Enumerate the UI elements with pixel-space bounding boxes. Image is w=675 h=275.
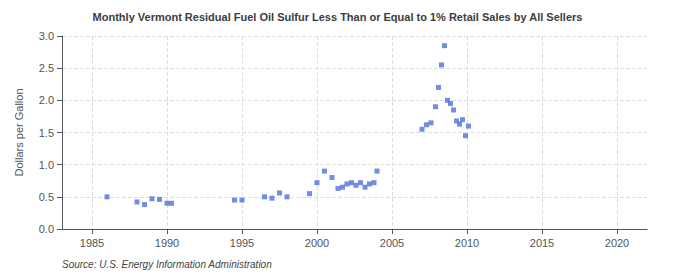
svg-text:3.0: 3.0 [39, 30, 54, 42]
svg-text:2000: 2000 [305, 237, 329, 249]
svg-text:2020: 2020 [605, 237, 629, 249]
svg-text:2010: 2010 [455, 237, 479, 249]
svg-text:Monthly Vermont Residual Fuel: Monthly Vermont Residual Fuel Oil Sulfur… [93, 11, 583, 23]
svg-text:1995: 1995 [230, 237, 254, 249]
svg-text:Source: U.S. Energy Informatio: Source: U.S. Energy Information Administ… [62, 259, 272, 270]
svg-text:2.0: 2.0 [39, 94, 54, 106]
svg-text:1990: 1990 [155, 237, 179, 249]
svg-text:1.5: 1.5 [39, 127, 54, 139]
svg-text:2.5: 2.5 [39, 62, 54, 74]
svg-text:Dollars per Gallon: Dollars per Gallon [13, 88, 25, 176]
svg-text:1985: 1985 [80, 237, 104, 249]
svg-text:2005: 2005 [380, 237, 404, 249]
svg-text:1.0: 1.0 [39, 159, 54, 171]
svg-text:0.5: 0.5 [39, 191, 54, 203]
svg-text:2015: 2015 [530, 237, 554, 249]
svg-text:0.0: 0.0 [39, 223, 54, 235]
